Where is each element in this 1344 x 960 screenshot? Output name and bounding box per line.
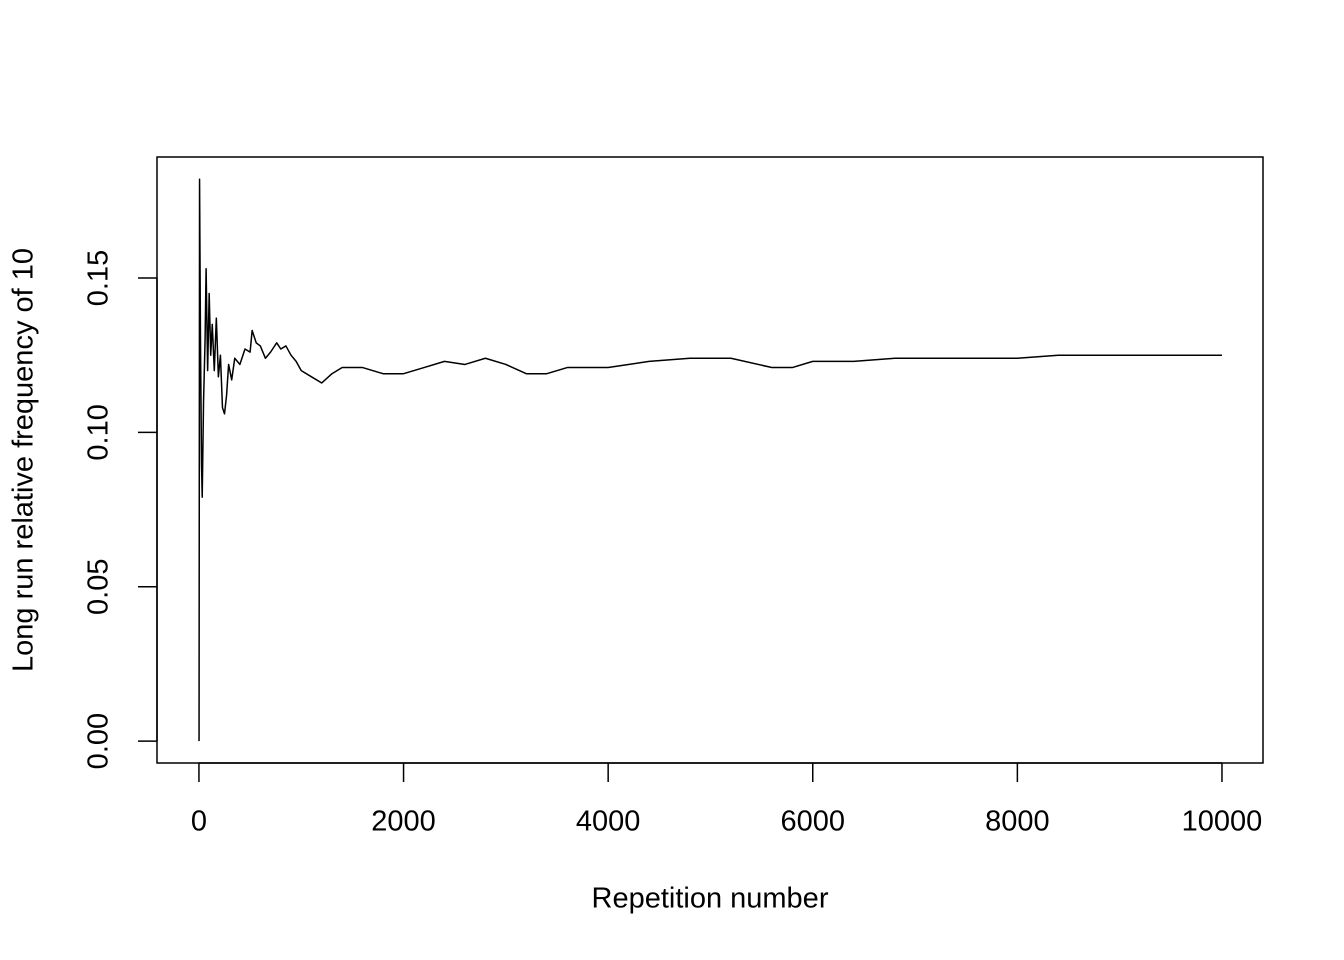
data-line (198, 178, 1222, 742)
y-tick-label: 0.10 (83, 404, 115, 460)
y-axis-label: Long run relative frequency of 10 (8, 248, 40, 672)
x-tick-label: 6000 (781, 806, 846, 838)
y-tick-label: 0.15 (83, 250, 115, 306)
x-axis-label: Repetition number (592, 883, 829, 915)
x-tick-label: 2000 (371, 806, 436, 838)
y-tick-label: 0.05 (83, 558, 115, 614)
plot-box (156, 156, 1264, 764)
y-tick-label: 0.00 (83, 713, 115, 769)
x-tick-label: 10000 (1182, 806, 1263, 838)
x-tick-label: 4000 (576, 806, 641, 838)
x-tick-label: 0 (191, 806, 207, 838)
x-tick-label: 8000 (985, 806, 1050, 838)
